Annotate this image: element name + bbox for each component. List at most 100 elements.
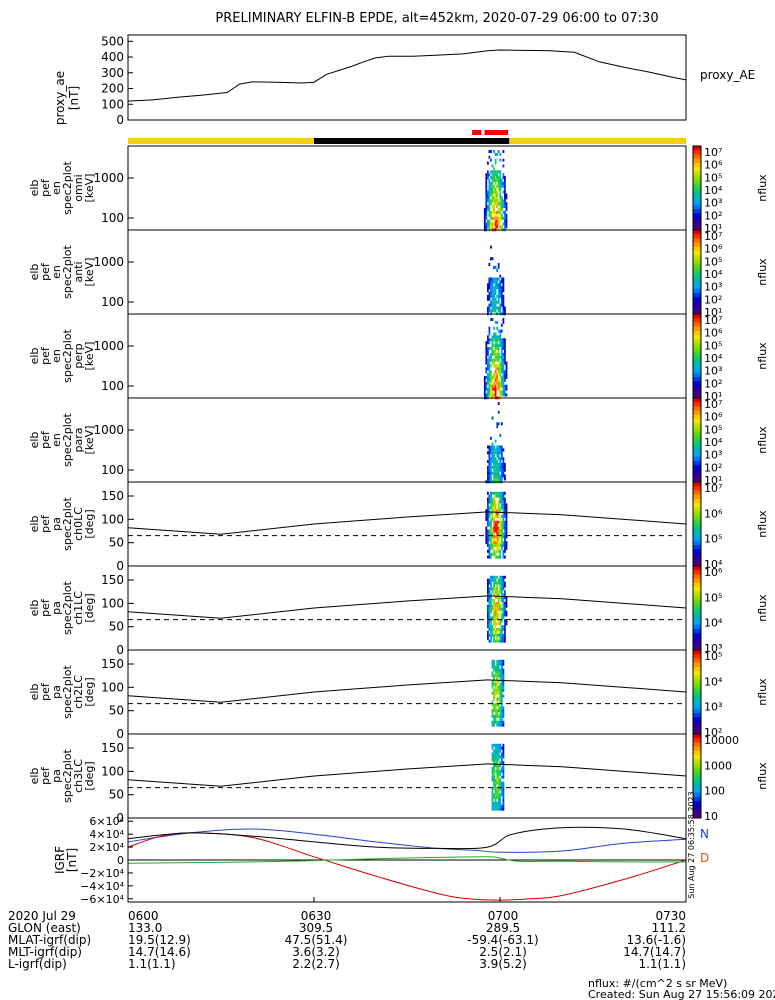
footer-cell: 47.5(51.4) [285,933,348,947]
spectrogram-pixel [496,616,499,620]
spectrogram-pixel [493,775,495,779]
spectrogram-pixel [494,769,497,773]
spectrogram-pixel [496,202,499,206]
spectrogram-pixel [488,465,491,469]
spectrogram-pixel [490,512,492,516]
spectrogram-pixel [499,196,502,200]
spectrogram-pixel [502,526,505,530]
spectrogram-pixel [497,364,500,368]
spectrogram-pixel [493,286,495,290]
spectrogram-pixel [483,219,486,223]
spectrogram-pixel [497,787,500,791]
colorbar-segment [693,213,701,218]
spectrogram-pixel [499,520,502,524]
colorbar-segment [693,637,701,643]
spectrogram-pixel [490,601,492,605]
spectrogram-pixel [493,208,495,211]
spectrogram-pixel [490,471,492,475]
spectrogram-panel: 1001000elbpefenspec2plotpara[keV]10⁷10⁶1… [28,397,769,487]
spectrogram-pixel [490,384,492,388]
spectrogram-pixel [490,184,492,188]
spectrogram-pixel [500,338,503,342]
spectrogram-pixel [493,541,495,545]
spectrogram-pixel [494,604,497,608]
colorbar-segment [693,776,701,781]
colorbar-label: nflux [756,594,769,622]
spectrogram-pixel [485,538,488,542]
spectrogram-pixel [496,465,499,469]
colorbar-tick-label: 10⁵ [704,255,722,268]
spectrogram-pixel [500,497,503,501]
spectrogram-pixel [499,477,502,481]
spectrogram-pixel [488,358,491,362]
spectrogram-pixel [497,292,500,295]
spectrogram-pixel [491,442,494,446]
spectrogram-pixel [494,387,497,391]
spectrogram-pixel [491,683,494,686]
spectrogram-pixel [502,694,505,698]
spectrogram-pixel [487,378,489,382]
spectrogram-pixel [504,225,506,229]
spectrogram-pixel [491,578,494,582]
grf-series-line [127,828,687,853]
spectrogram-pixel [491,752,494,756]
spectrogram-pixel [500,581,503,585]
colorbar-segment [693,246,701,252]
spectrogram-pixel [488,378,491,382]
colorbar-segment [693,587,701,592]
colorbar-segment [693,792,701,798]
spectrogram-pixel [497,801,500,805]
spectrogram-pixel [504,630,506,634]
spectrogram-pixel [504,184,506,188]
spectrogram-pixel [499,364,502,368]
spectrogram-pixel [497,179,500,182]
spectrogram-pixel [505,622,508,626]
colorbar-frame [692,733,702,819]
spectrogram-pixel [493,190,495,194]
spectrogram-pixel [493,694,495,698]
spectrogram-pixel [490,587,492,591]
spectrogram-pixel [499,761,502,765]
spectrogram-pixel [500,804,503,808]
colorbar-tick-label: 10⁷ [704,398,722,411]
spectrogram-pixel [496,613,499,617]
spectrogram-pixel [502,280,505,284]
colorbar-segment [693,372,701,378]
spectrogram-pixel [499,749,502,753]
spectrogram-pixel [493,497,495,501]
colorbar-segment [693,259,701,265]
spectrogram-pixel [505,546,508,550]
spectrogram-pixel [500,752,503,756]
spectrogram-pixel [496,387,499,391]
spectrogram-pixel [502,764,505,768]
spectrogram-pixel [490,181,492,185]
spectrogram-pixel [499,714,502,718]
colorbar-tick-label: 10⁴ [704,268,723,281]
spectrogram-pixel [496,720,499,724]
spectrogram-pixel [487,506,489,510]
spectrogram-pixel [491,685,494,689]
spectrogram-pixel [499,303,502,307]
spectrogram-pixel [487,170,489,174]
spectrogram-pixel [493,184,495,188]
spectrogram-pixel [488,210,491,214]
colorbar-segment [693,729,701,735]
spectrogram-pixel [494,633,497,637]
spectrogram-pixel [493,767,495,770]
spectrogram-pixel [493,769,495,773]
spectrogram-pixel [496,804,499,808]
colorbar-label: nflux [756,258,769,286]
spectrogram-pixel [500,541,503,545]
spectrogram-pixel [499,152,502,156]
spectrogram-pixel [502,378,505,382]
spectrogram-pixel [490,616,492,620]
spectrogram-ylabel: spec2plot [61,497,74,551]
spectrogram-pixel [504,497,506,501]
spectrogram-ylabel: elb [28,684,41,701]
spectrogram-pixel [491,775,494,779]
spectrogram-pixel [497,622,500,626]
spectrogram-pixel [485,352,488,356]
spectrogram-pixel [502,639,505,643]
spectrogram-pixel [497,448,500,452]
spectrogram-pixel [491,801,494,805]
